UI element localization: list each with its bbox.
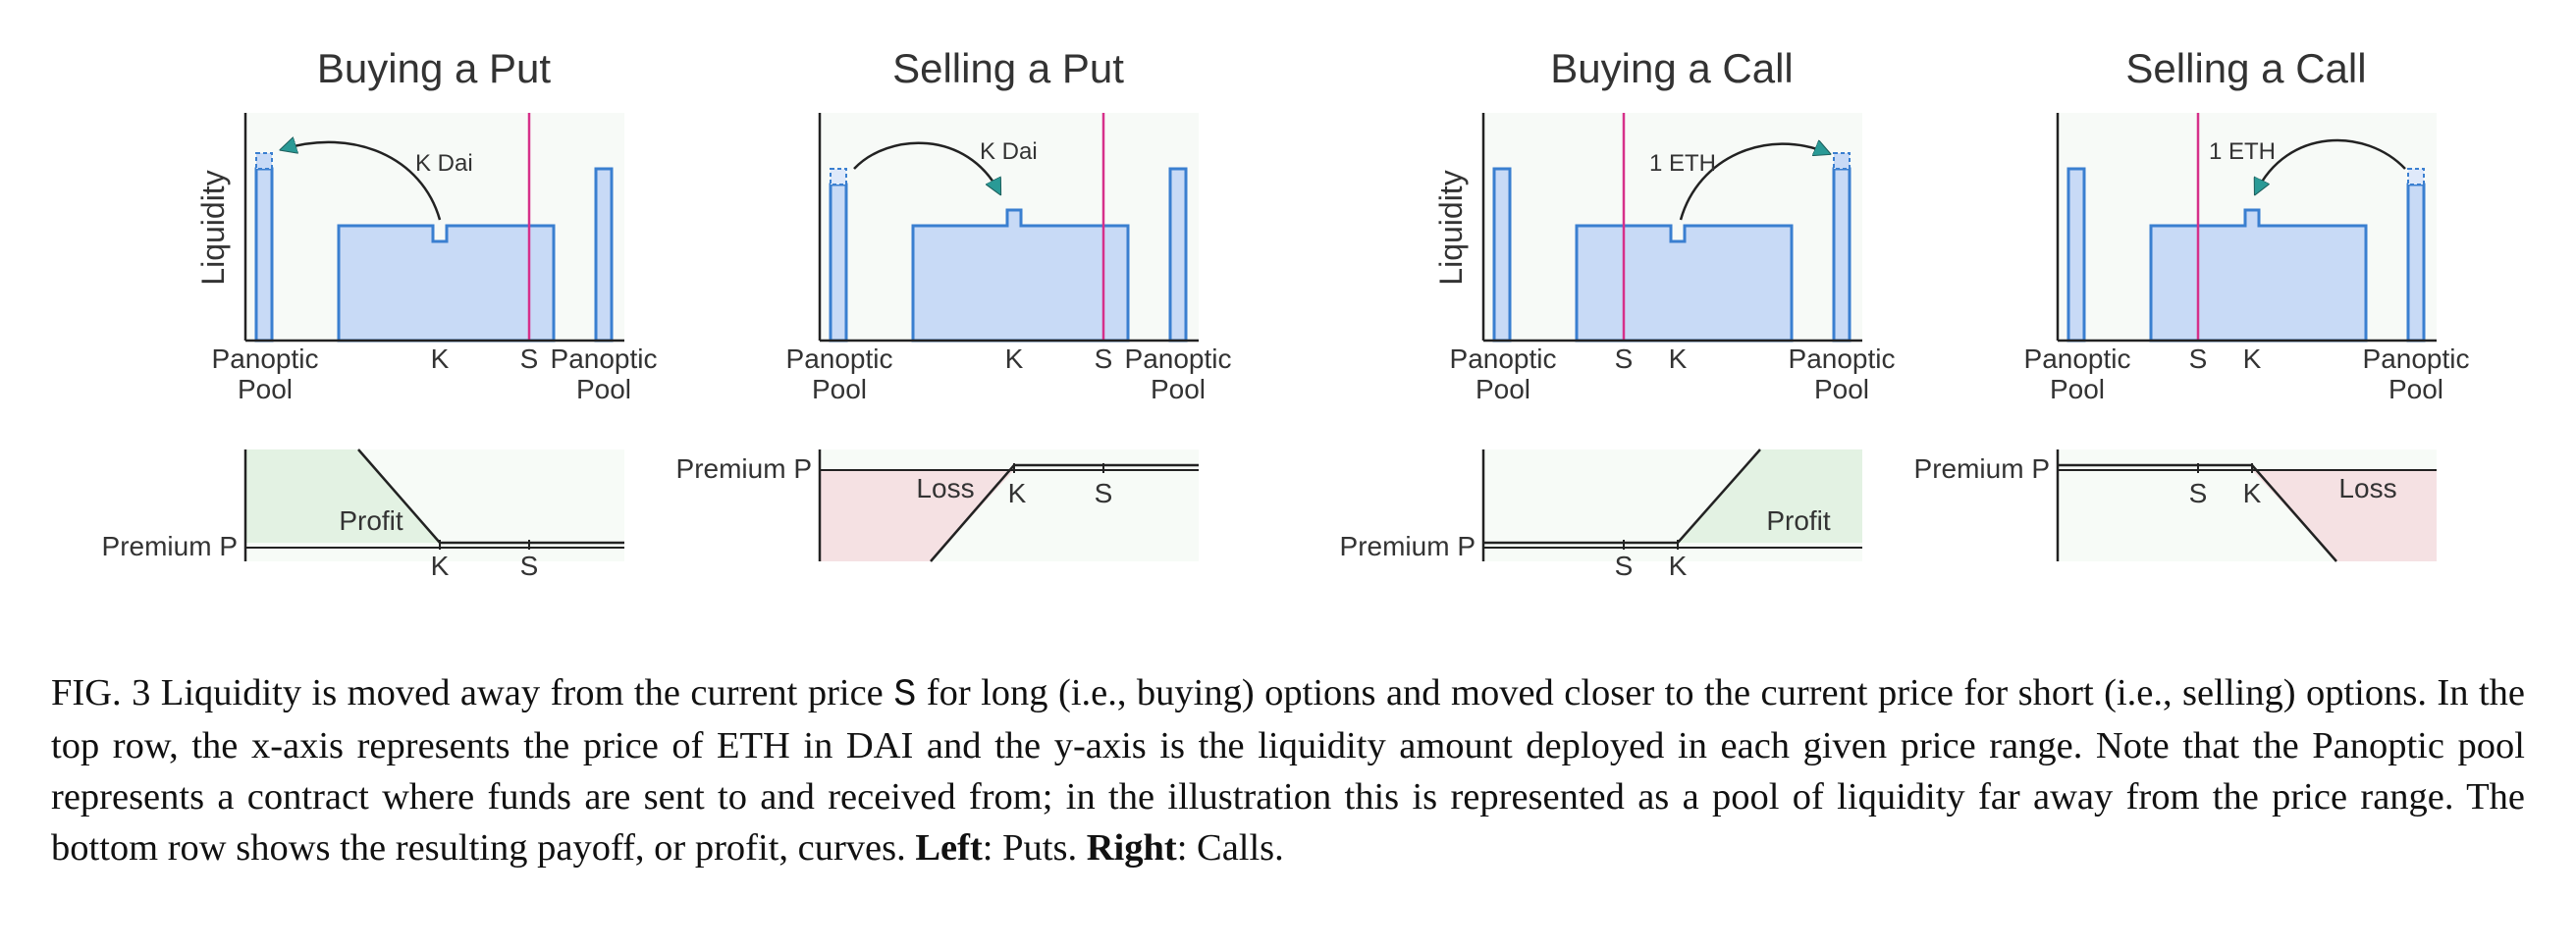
profit-label: Profit xyxy=(339,505,403,536)
x-label-spot: S xyxy=(520,343,539,374)
pool-left-removed xyxy=(830,168,847,185)
pool-right-bar xyxy=(1168,167,1188,343)
pool-right-added xyxy=(1833,152,1851,170)
panel-title: Selling a Call xyxy=(2125,45,2366,91)
pool-left-bar xyxy=(2066,167,2086,343)
x-label-pool-left-2: Pool xyxy=(238,374,293,404)
x-label-spot: S xyxy=(1615,343,1634,374)
x-label-strike: K xyxy=(2243,343,2262,374)
move-arrow xyxy=(2256,138,2406,192)
panel-selling-put: Selling a Put K Dai Panoptic Pool K S Pa… xyxy=(676,45,1232,562)
panel-title: Buying a Call xyxy=(1550,45,1793,91)
pool-right-bar xyxy=(594,167,614,343)
x-label-pool-left-2: Pool xyxy=(1476,374,1530,404)
profit-region xyxy=(1678,449,1862,543)
payoff-buying-call: Premium P Profit S K xyxy=(1340,449,1862,581)
arrow-label: 1 ETH xyxy=(1649,150,1716,177)
y-axis-label: Liquidity xyxy=(195,170,231,285)
x-label-pool-left-1: Panoptic xyxy=(786,343,893,374)
y-axis-label: Liquidity xyxy=(1433,170,1469,285)
pool-left-bar xyxy=(1492,167,1512,343)
loss-region xyxy=(820,470,1014,561)
pool-right-bar xyxy=(2406,183,2426,343)
x-label-strike: K xyxy=(1005,343,1024,374)
payoff-label-spot: S xyxy=(520,551,539,581)
figure-caption: FIG. 3 Liquidity is moved away from the … xyxy=(51,667,2525,873)
premium-label: Premium P xyxy=(102,531,238,561)
loss-label: Loss xyxy=(916,473,974,503)
premium-label: Premium P xyxy=(676,453,812,484)
arrow-label: 1 ETH xyxy=(2209,138,2276,165)
x-label-pool-right-2: Pool xyxy=(1151,374,1206,404)
caption-right-label: Right xyxy=(1086,827,1177,869)
premium-label: Premium P xyxy=(1340,531,1476,561)
panel-title: Selling a Put xyxy=(892,45,1124,91)
x-label-pool-right-1: Panoptic xyxy=(2363,343,2470,374)
x-label-pool-left-1: Panoptic xyxy=(1450,343,1557,374)
pool-left-added xyxy=(255,152,273,170)
panel-selling-call: Selling a Call 1 ETH Panoptic Pool S K P… xyxy=(1914,45,2470,562)
profit-region xyxy=(245,449,440,543)
move-arrow xyxy=(853,141,999,192)
payoff-selling-call: Premium P Loss S K xyxy=(1914,449,2437,562)
range-liquidity xyxy=(1575,224,1794,343)
x-label-pool-left-1: Panoptic xyxy=(212,343,319,374)
caption-spot-symbol: S xyxy=(893,673,917,716)
x-label-pool-right-1: Panoptic xyxy=(1789,343,1896,374)
payoff-selling-put: Premium P Loss K S xyxy=(676,449,1199,562)
x-label-pool-right-1: Panoptic xyxy=(551,343,658,374)
caption-left-label: Left xyxy=(915,827,983,869)
x-label-pool-right-1: Panoptic xyxy=(1125,343,1232,374)
caption-text-1: Liquidity is moved away from the current… xyxy=(150,672,894,713)
x-label-pool-left-1: Panoptic xyxy=(2024,343,2131,374)
x-label-pool-right-2: Pool xyxy=(1814,374,1869,404)
panel-buying-put: Buying a Put Liquidity K Dai Panoptic Po… xyxy=(102,45,658,581)
caption-text-3: : Puts. xyxy=(982,827,1087,869)
range-liquidity xyxy=(911,208,1130,343)
x-label-pool-left-2: Pool xyxy=(812,374,867,404)
move-arrow xyxy=(283,142,442,221)
x-label-spot: S xyxy=(1095,343,1113,374)
pool-left-bar xyxy=(829,183,848,343)
x-label-pool-right-2: Pool xyxy=(576,374,631,404)
panel-title: Buying a Put xyxy=(317,45,551,91)
pool-right-removed xyxy=(2407,168,2425,185)
payoff-label-strike: K xyxy=(431,551,450,581)
x-label-strike: K xyxy=(431,343,450,374)
range-liquidity xyxy=(2149,208,2368,343)
x-label-strike: K xyxy=(1669,343,1688,374)
loss-label: Loss xyxy=(2338,473,2396,503)
x-label-pool-right-2: Pool xyxy=(2388,374,2443,404)
x-label-spot: S xyxy=(2189,343,2208,374)
move-arrow xyxy=(1679,144,1828,221)
panel-buying-call: Buying a Call Liquidity 1 ETH Panoptic P… xyxy=(1340,45,1896,581)
caption-fig-label: FIG. 3 xyxy=(51,672,151,713)
payoff-label-spot: S xyxy=(1095,478,1113,508)
profit-label: Profit xyxy=(1766,505,1831,536)
payoff-label-strike: K xyxy=(2243,478,2262,508)
loss-region xyxy=(2252,470,2437,561)
caption-text-4: : Calls. xyxy=(1176,827,1284,869)
pool-left-bar xyxy=(254,167,274,343)
payoff-label-spot: S xyxy=(2189,478,2208,508)
figure-3: Buying a Put Liquidity K Dai Panoptic Po… xyxy=(102,45,2470,581)
arrow-label: K Dai xyxy=(980,138,1038,165)
payoff-label-strike: K xyxy=(1669,551,1688,581)
range-liquidity xyxy=(337,224,556,343)
arrow-label: K Dai xyxy=(415,150,473,177)
payoff-label-strike: K xyxy=(1008,478,1027,508)
premium-label: Premium P xyxy=(1914,453,2050,484)
caption-text-2: for long (i.e., buying) options and move… xyxy=(51,672,2525,869)
payoff-label-spot: S xyxy=(1615,551,1634,581)
payoff-buying-put: Premium P Profit K S xyxy=(102,449,624,581)
x-label-pool-left-2: Pool xyxy=(2050,374,2105,404)
pool-right-bar xyxy=(1832,167,1852,343)
